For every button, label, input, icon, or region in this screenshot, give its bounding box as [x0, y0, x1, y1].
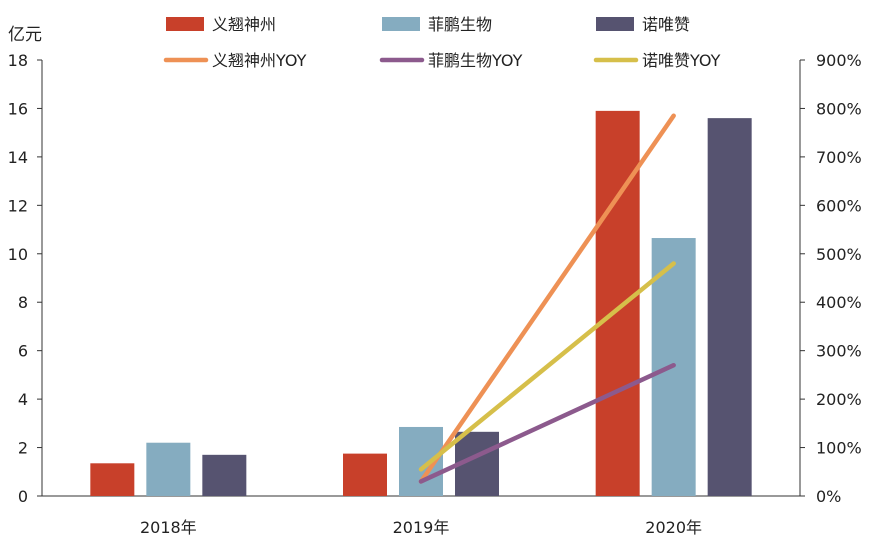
left-axis-tick-label: 12	[8, 196, 28, 215]
left-axis-tick-label: 18	[8, 51, 28, 70]
legend-label-2: 诺唯赞	[642, 15, 690, 34]
left-axis-tick-label: 2	[18, 439, 28, 458]
x-axis-tick-label: 2020年	[645, 518, 702, 537]
legend-swatch-bar-2	[596, 17, 634, 31]
right-axis-tick-label: 800%	[816, 99, 862, 118]
right-axis-tick-label: 500%	[816, 245, 862, 264]
right-axis-tick-label: 300%	[816, 342, 862, 361]
left-axis-tick-label: 14	[8, 148, 28, 167]
bar--0	[90, 463, 135, 496]
legend-label-5: 诺唯赞YOY	[642, 51, 721, 70]
left-axis-tick-label: 8	[18, 293, 28, 312]
legend-label-1: 菲鹏生物	[428, 15, 492, 34]
legend-label-3: 义翘神州YOY	[212, 51, 307, 70]
x-axis-tick-label: 2019年	[393, 518, 450, 537]
x-axis: 2018年 2019年 2020年	[42, 495, 800, 537]
right-axis-tick-label: 700%	[816, 148, 862, 167]
bar--0	[202, 454, 247, 496]
line-yoy-series-0	[418, 113, 676, 484]
right-axis-tick-label: 400%	[816, 293, 862, 312]
right-axis-tick-label: 100%	[816, 439, 862, 458]
bar--2	[595, 110, 640, 496]
left-axis-unit-label: 亿元	[8, 25, 42, 45]
right-axis-tick-label: 900%	[816, 51, 862, 70]
bar--0	[146, 442, 191, 496]
right-axis-tick-label: 200%	[816, 390, 862, 409]
yoy-lines	[418, 113, 676, 484]
left-axis: 0 2 4 6 8 10 12 14 16 18	[8, 51, 43, 506]
legend-swatch-bar-0	[166, 17, 204, 31]
right-axis: 0% 100% 200% 300% 400% 500% 600% 700% 800% 900%	[799, 51, 862, 506]
left-axis-tick-label: 16	[8, 99, 28, 118]
left-axis-tick-label: 6	[18, 342, 28, 361]
bar--2	[707, 118, 752, 496]
legend-label-4: 菲鹏生物YOY	[428, 51, 523, 70]
bar--1	[343, 453, 387, 496]
line-yoy-series-1	[418, 362, 676, 484]
x-axis-tick-label: 2018年	[140, 518, 197, 537]
left-axis-tick-label: 10	[8, 245, 28, 264]
right-axis-tick-label: 600%	[816, 196, 862, 215]
legend-swatch-bar-1	[382, 17, 420, 31]
bars	[90, 110, 752, 497]
right-axis-tick-label: 0%	[816, 487, 841, 506]
left-axis-tick-label: 0	[18, 487, 28, 506]
line-yoy-series-2	[418, 261, 676, 472]
left-axis-tick-label: 4	[18, 390, 28, 409]
legend-label-0: 义翘神州	[212, 15, 276, 34]
